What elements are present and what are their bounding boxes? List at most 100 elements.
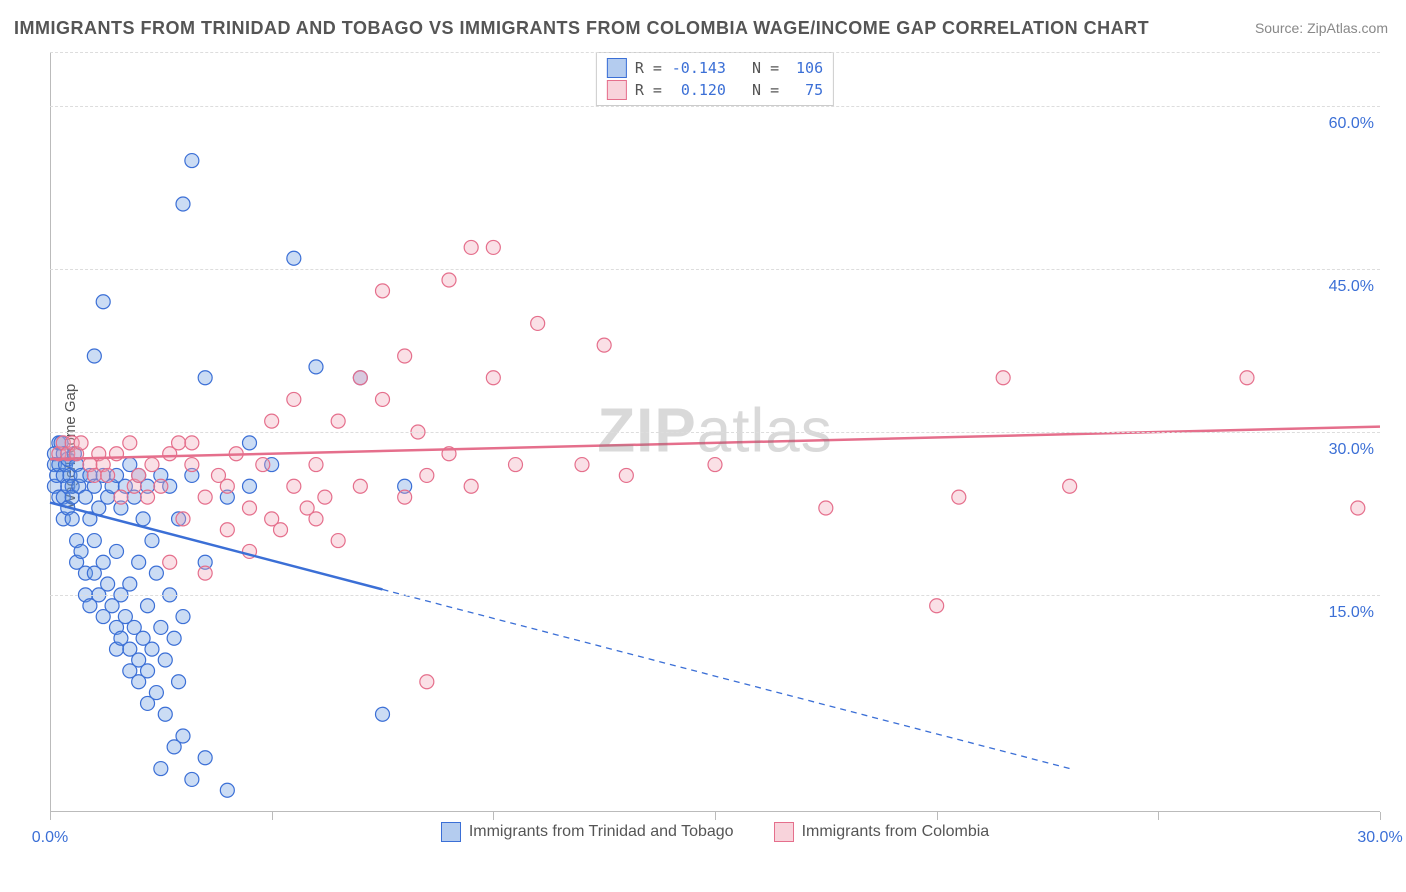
scatter-point (136, 512, 150, 526)
scatter-point (176, 610, 190, 624)
scatter-point (96, 555, 110, 569)
scatter-point (172, 436, 186, 450)
scatter-point (996, 371, 1010, 385)
legend-stats: R = -0.143 N = 106 R = 0.120 N = 75 (596, 52, 834, 106)
legend-swatch-pink (774, 822, 794, 842)
scatter-point (87, 349, 101, 363)
scatter-point (74, 436, 88, 450)
scatter-point (398, 490, 412, 504)
x-tick-label: 30.0% (1357, 829, 1402, 847)
scatter-point (376, 284, 390, 298)
x-tick-label: 0.0% (32, 829, 68, 847)
scatter-point (619, 468, 633, 482)
scatter-point (185, 154, 199, 168)
scatter-point (287, 251, 301, 265)
scatter-point (185, 436, 199, 450)
scatter-point (132, 555, 146, 569)
scatter-point (464, 240, 478, 254)
scatter-point (154, 762, 168, 776)
chart-container: IMMIGRANTS FROM TRINIDAD AND TOBAGO VS I… (0, 0, 1406, 892)
y-tick-label: 15.0% (1329, 604, 1374, 622)
legend-label-1: Immigrants from Colombia (802, 823, 990, 841)
scatter-point (819, 501, 833, 515)
scatter-point (353, 371, 367, 385)
scatter-point (176, 512, 190, 526)
scatter-point (96, 295, 110, 309)
scatter-point (331, 414, 345, 428)
grid-line (50, 432, 1380, 433)
scatter-point (420, 468, 434, 482)
n-label: N = (734, 59, 779, 77)
scatter-point (65, 512, 79, 526)
legend-swatch-pink (607, 80, 627, 100)
scatter-point (353, 479, 367, 493)
grid-line (50, 269, 1380, 270)
x-tick (1158, 812, 1159, 820)
scatter-point (243, 501, 257, 515)
scatter-point (243, 436, 257, 450)
scatter-point (198, 566, 212, 580)
scatter-point (398, 349, 412, 363)
scatter-point (110, 544, 124, 558)
scatter-point (172, 675, 186, 689)
scatter-point (176, 729, 190, 743)
scatter-point (287, 479, 301, 493)
scatter-point (101, 577, 115, 591)
x-tick (715, 812, 716, 820)
scatter-point (575, 458, 589, 472)
scatter-point (486, 371, 500, 385)
grid-line (50, 595, 1380, 596)
scatter-point (952, 490, 966, 504)
scatter-point (163, 555, 177, 569)
scatter-point (158, 653, 172, 667)
scatter-point (486, 240, 500, 254)
scatter-point (265, 414, 279, 428)
scatter-point (87, 534, 101, 548)
scatter-point (154, 620, 168, 634)
scatter-point (123, 436, 137, 450)
scatter-point (74, 544, 88, 558)
scatter-point (123, 577, 137, 591)
scatter-point (198, 751, 212, 765)
scatter-point (185, 772, 199, 786)
scatter-point (1240, 371, 1254, 385)
scatter-point (141, 599, 155, 613)
x-tick (937, 812, 938, 820)
scatter-point (220, 479, 234, 493)
scatter-point (309, 458, 323, 472)
scatter-point (318, 490, 332, 504)
scatter-point (145, 534, 159, 548)
scatter-point (531, 316, 545, 330)
r-label: R = (635, 81, 662, 99)
scatter-point (442, 273, 456, 287)
scatter-point (420, 675, 434, 689)
scatter-point (198, 490, 212, 504)
scatter-point (176, 197, 190, 211)
scatter-point (376, 707, 390, 721)
n-value-1: 75 (787, 81, 823, 99)
legend-series: Immigrants from Trinidad and Tobago Immi… (50, 822, 1380, 842)
scatter-point (149, 686, 163, 700)
x-tick (1380, 812, 1381, 820)
scatter-point (256, 458, 270, 472)
chart-title: IMMIGRANTS FROM TRINIDAD AND TOBAGO VS I… (14, 18, 1149, 39)
scatter-point (597, 338, 611, 352)
scatter-point (309, 512, 323, 526)
scatter-point (198, 371, 212, 385)
scatter-point (930, 599, 944, 613)
scatter-point (141, 490, 155, 504)
scatter-point (309, 360, 323, 374)
y-tick-label: 60.0% (1329, 115, 1374, 133)
scatter-point (132, 468, 146, 482)
scatter-point (274, 523, 288, 537)
legend-swatch-blue (607, 58, 627, 78)
n-value-0: 106 (787, 59, 823, 77)
scatter-point (101, 468, 115, 482)
scatter-point (149, 566, 163, 580)
legend-label-0: Immigrants from Trinidad and Tobago (469, 823, 734, 841)
scatter-point (708, 458, 722, 472)
legend-item-0: Immigrants from Trinidad and Tobago (441, 822, 734, 842)
r-label: R = (635, 59, 662, 77)
scatter-point (287, 392, 301, 406)
scatter-point (145, 642, 159, 656)
